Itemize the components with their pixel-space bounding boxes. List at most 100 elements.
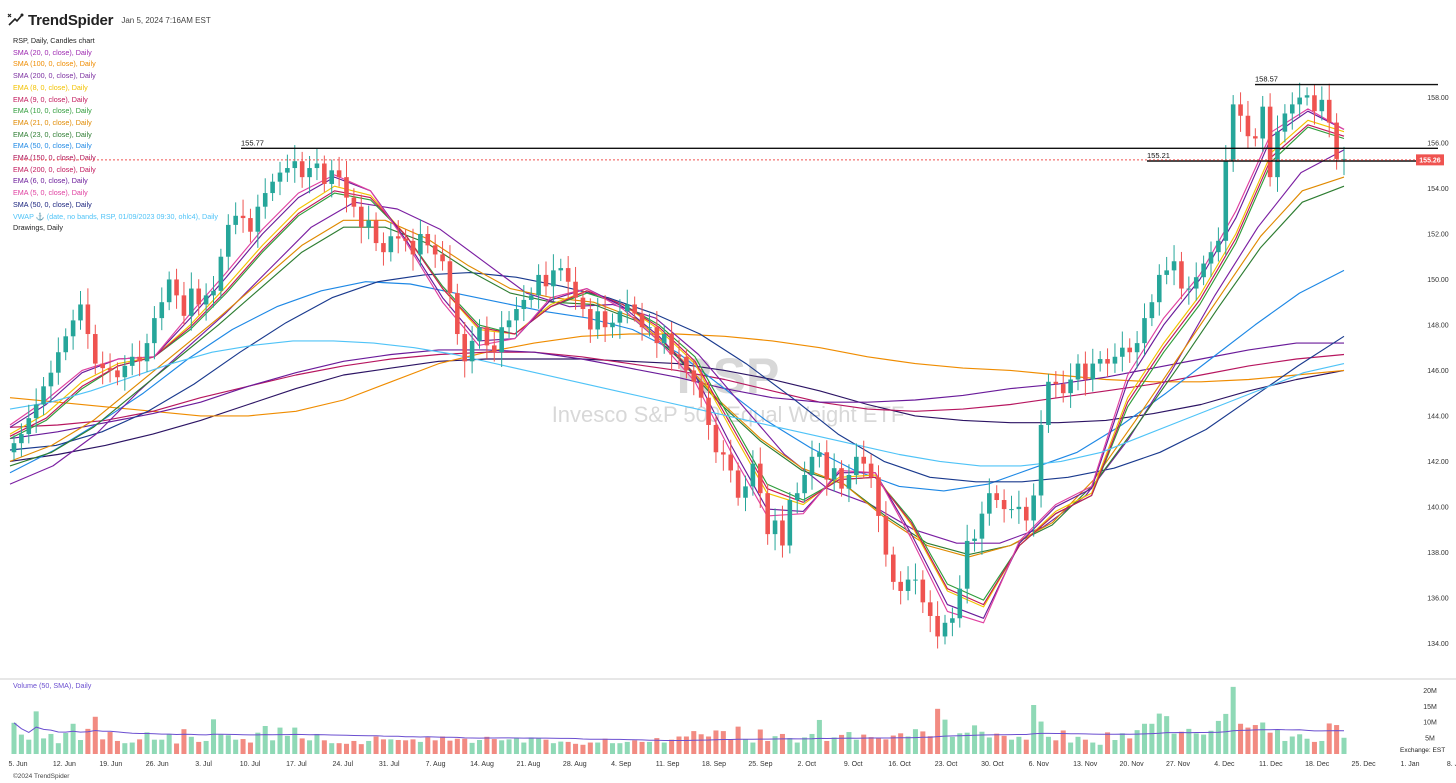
candle[interactable] bbox=[440, 241, 445, 271]
candle[interactable] bbox=[307, 155, 312, 194]
candle[interactable] bbox=[994, 485, 1000, 508]
candle[interactable] bbox=[1267, 93, 1273, 187]
candle[interactable] bbox=[536, 264, 541, 309]
indicator-15[interactable]: VWAP ⚓ (date, no bands, RSP, 01/09/2023 … bbox=[13, 211, 218, 221]
candle[interactable] bbox=[1282, 104, 1288, 143]
candle[interactable] bbox=[255, 194, 261, 248]
candle[interactable] bbox=[292, 145, 298, 183]
indicator-16[interactable]: Drawings, Daily bbox=[13, 223, 63, 233]
candle[interactable] bbox=[647, 313, 652, 337]
candle[interactable] bbox=[1112, 343, 1118, 373]
candle[interactable] bbox=[809, 440, 815, 490]
candle[interactable] bbox=[358, 194, 364, 244]
candle[interactable] bbox=[115, 362, 120, 386]
candle[interactable] bbox=[920, 570, 926, 614]
candle[interactable] bbox=[765, 483, 770, 545]
candle[interactable] bbox=[691, 359, 697, 396]
candle[interactable] bbox=[1142, 303, 1147, 356]
candle[interactable] bbox=[1053, 371, 1059, 398]
candle[interactable] bbox=[876, 465, 881, 533]
candle[interactable] bbox=[1156, 264, 1162, 316]
candle[interactable] bbox=[1230, 95, 1236, 172]
candle[interactable] bbox=[514, 296, 519, 337]
candle[interactable] bbox=[19, 423, 24, 457]
candle[interactable] bbox=[1179, 251, 1184, 300]
candle[interactable] bbox=[861, 440, 867, 479]
candle[interactable] bbox=[676, 339, 682, 369]
candle[interactable] bbox=[1208, 241, 1214, 277]
candle[interactable] bbox=[1105, 348, 1110, 378]
indicator-11[interactable]: EMA (200, 0, close), Daily bbox=[13, 164, 96, 174]
candle[interactable] bbox=[528, 287, 534, 308]
price-chart[interactable]: RSP Invesco S&P 500 Equal Weight ETF 155… bbox=[0, 0, 1456, 680]
candle[interactable] bbox=[225, 214, 231, 271]
candle[interactable] bbox=[632, 296, 637, 322]
indicator-2[interactable]: SMA (100, 0, close), Daily bbox=[13, 59, 96, 69]
indicator-0[interactable]: RSP, Daily, Candles chart bbox=[13, 36, 95, 45]
candle[interactable] bbox=[425, 226, 431, 254]
candle[interactable] bbox=[107, 353, 113, 383]
candle[interactable] bbox=[285, 154, 290, 182]
indicator-9[interactable]: EMA (50, 0, close), Daily bbox=[13, 141, 92, 151]
candle[interactable] bbox=[950, 607, 955, 637]
candle[interactable] bbox=[905, 566, 911, 601]
candle[interactable] bbox=[1260, 95, 1266, 152]
candle[interactable] bbox=[381, 232, 386, 266]
candle[interactable] bbox=[137, 340, 142, 377]
candle[interactable] bbox=[181, 281, 187, 326]
candle[interactable] bbox=[639, 302, 645, 341]
candle[interactable] bbox=[728, 439, 734, 483]
candle[interactable] bbox=[817, 442, 822, 468]
candle[interactable] bbox=[521, 285, 527, 322]
candle[interactable] bbox=[1075, 354, 1081, 391]
candle[interactable] bbox=[262, 178, 268, 219]
candle[interactable] bbox=[713, 415, 719, 463]
candle[interactable] bbox=[1223, 145, 1229, 256]
candle[interactable] bbox=[499, 311, 504, 367]
candle[interactable] bbox=[780, 505, 785, 558]
candle[interactable] bbox=[1171, 245, 1177, 286]
indicator-8[interactable]: EMA (23, 0, close), Daily bbox=[13, 129, 92, 139]
candle[interactable] bbox=[588, 298, 593, 343]
candle[interactable] bbox=[159, 287, 165, 331]
candle[interactable] bbox=[735, 462, 741, 506]
candle[interactable] bbox=[129, 343, 135, 376]
candle[interactable] bbox=[203, 283, 209, 321]
candle[interactable] bbox=[794, 482, 800, 514]
candle[interactable] bbox=[706, 381, 711, 440]
candle[interactable] bbox=[418, 219, 423, 267]
indicator-10[interactable]: EMA (150, 0, close), Daily bbox=[13, 153, 96, 163]
candle[interactable] bbox=[935, 601, 940, 649]
candle[interactable] bbox=[831, 453, 837, 492]
candle[interactable] bbox=[395, 220, 401, 254]
candle[interactable] bbox=[580, 289, 586, 317]
candle[interactable] bbox=[211, 276, 216, 308]
candle[interactable] bbox=[63, 328, 69, 361]
candle[interactable] bbox=[802, 461, 807, 503]
candle[interactable] bbox=[624, 289, 630, 324]
candle[interactable] bbox=[1060, 370, 1066, 403]
candle[interactable] bbox=[152, 306, 157, 360]
indicator-7[interactable]: EMA (21, 0, close), Daily bbox=[13, 117, 92, 127]
candle[interactable] bbox=[1245, 100, 1251, 149]
candle[interactable] bbox=[26, 404, 32, 444]
candle[interactable] bbox=[491, 331, 497, 362]
candle[interactable] bbox=[661, 324, 667, 354]
candle[interactable] bbox=[1097, 351, 1103, 372]
candle[interactable] bbox=[610, 313, 615, 338]
candle[interactable] bbox=[1083, 351, 1088, 396]
candle[interactable] bbox=[1009, 495, 1014, 519]
candle[interactable] bbox=[403, 229, 408, 252]
candle[interactable] bbox=[1304, 87, 1310, 106]
candle[interactable] bbox=[1319, 86, 1325, 121]
candle[interactable] bbox=[1127, 338, 1133, 363]
candle[interactable] bbox=[270, 173, 275, 202]
candle[interactable] bbox=[1068, 363, 1073, 408]
candle[interactable] bbox=[299, 151, 305, 188]
candle[interactable] bbox=[964, 524, 970, 604]
candle[interactable] bbox=[196, 279, 202, 316]
candle[interactable] bbox=[336, 156, 342, 187]
candle[interactable] bbox=[698, 368, 704, 408]
candle[interactable] bbox=[839, 460, 844, 497]
candle[interactable] bbox=[78, 291, 83, 330]
